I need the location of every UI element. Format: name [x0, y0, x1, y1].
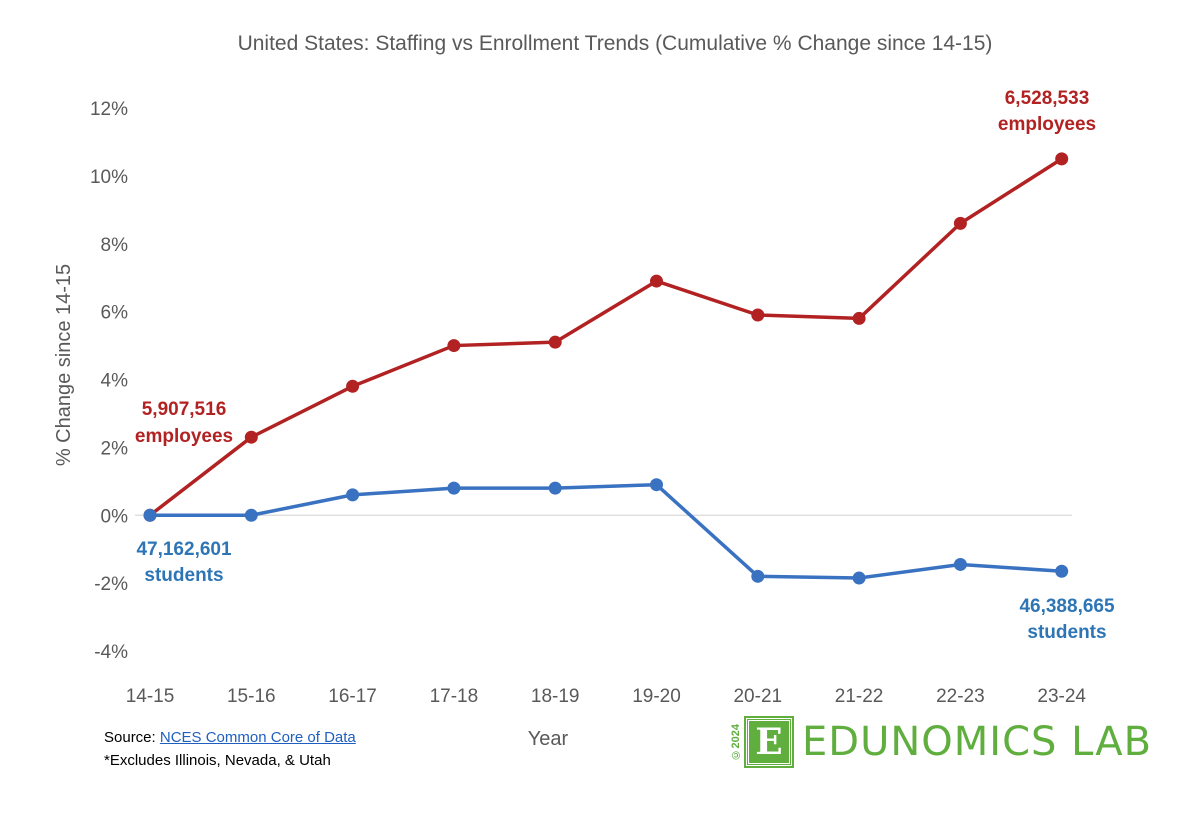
y-tick-label: 0% — [101, 506, 129, 527]
series-line-students — [150, 482, 1062, 580]
data-point-employees — [852, 311, 866, 325]
annotation-employees-start-unit: employees — [135, 426, 233, 447]
x-tick-labels: 14-15 15-16 16-17 17-18 18-19 19-20 20-21 21-22… — [126, 686, 1087, 707]
data-point-students — [650, 478, 663, 492]
data-point-students — [852, 571, 866, 585]
data-point-employees — [751, 308, 765, 322]
data-point-students — [1055, 564, 1069, 578]
y-tick-label: -4% — [94, 642, 128, 663]
data-point-students — [548, 481, 562, 495]
annotation-students-end-unit: students — [1027, 622, 1106, 643]
data-point-employees — [548, 335, 562, 349]
y-axis-title: % Change since 14-15 — [53, 264, 75, 466]
logo-text: EDUNOMICS LAB — [802, 719, 1153, 765]
x-tick-label: 23-24 — [1037, 686, 1086, 707]
x-tick-label: 18-19 — [531, 686, 580, 707]
x-tick-label: 17-18 — [430, 686, 479, 707]
x-tick-label: 19-20 — [632, 686, 681, 707]
y-tick-label: 10% — [90, 167, 128, 188]
data-point-students — [953, 557, 967, 571]
series-group — [143, 152, 1069, 585]
y-tick-label: 12% — [90, 99, 128, 120]
data-point-employees — [447, 339, 461, 353]
y-tick-label: 2% — [101, 438, 129, 459]
annotation-students-end-value: 46,388,665 — [1019, 596, 1115, 617]
data-point-employees — [1055, 152, 1069, 166]
annotation-employees-end-value: 6,528,533 — [1005, 88, 1090, 109]
data-point-employees — [650, 274, 663, 288]
data-point-students — [346, 488, 360, 502]
series-line-employees — [148, 157, 1063, 517]
logo-e-icon: E — [744, 716, 794, 768]
edunomics-logo: ©2024 E EDUNOMICS LAB — [730, 716, 1153, 768]
annotation-students-start-unit: students — [144, 565, 223, 586]
x-tick-label: 22-23 — [936, 686, 985, 707]
y-tick-label: 4% — [101, 371, 129, 392]
x-tick-label: 16-17 — [328, 686, 377, 707]
annotation-students-start-value: 47,162,601 — [136, 539, 232, 560]
y-tick-labels: -4% -2% 0% 2% 4% 6% 8% 10% 12% — [90, 99, 128, 663]
x-axis-title: Year — [528, 728, 569, 750]
source-line: Source: NCES Common Core of Data — [104, 729, 356, 746]
data-point-employees — [346, 379, 360, 393]
x-tick-label: 21-22 — [835, 686, 884, 707]
annotation-employees-end-unit: employees — [998, 114, 1096, 135]
data-point-students — [447, 481, 461, 495]
annotation-employees-start-value: 5,907,516 — [142, 399, 227, 420]
y-tick-label: -2% — [94, 574, 128, 595]
data-point-employees — [244, 430, 258, 444]
data-point-employees — [953, 216, 967, 230]
data-point-students — [751, 569, 765, 583]
x-tick-label: 15-16 — [227, 686, 276, 707]
source-label: Source: — [104, 729, 156, 746]
footnote: *Excludes Illinois, Nevada, & Utah — [104, 752, 331, 769]
chart-title: United States: Staffing vs Enrollment Tr… — [238, 32, 993, 55]
x-tick-label: 20-21 — [733, 686, 782, 707]
source-link[interactable]: NCES Common Core of Data — [159, 729, 356, 746]
y-tick-label: 8% — [101, 235, 129, 256]
logo-copyright-year: ©2024 — [730, 723, 742, 761]
data-point-students — [244, 508, 258, 522]
data-point-students — [143, 508, 157, 522]
x-tick-label: 14-15 — [126, 686, 175, 707]
y-tick-label: 6% — [101, 303, 129, 324]
